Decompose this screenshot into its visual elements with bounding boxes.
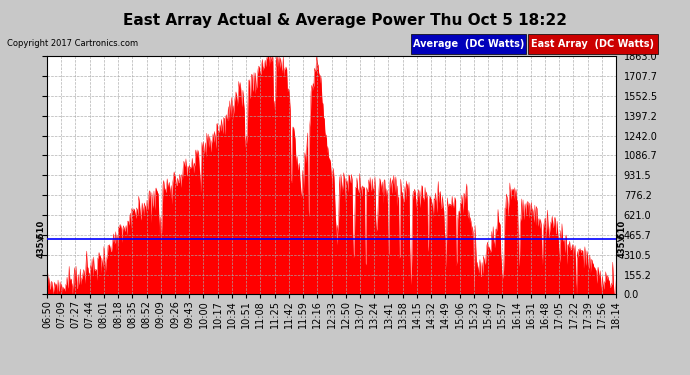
Text: East Array Actual & Average Power Thu Oct 5 18:22: East Array Actual & Average Power Thu Oc… [123, 13, 567, 28]
Text: East Array  (DC Watts): East Array (DC Watts) [531, 39, 654, 49]
Text: Average  (DC Watts): Average (DC Watts) [413, 39, 524, 49]
Text: 435.510: 435.510 [37, 220, 46, 258]
Text: 435.510: 435.510 [618, 220, 627, 258]
Text: Copyright 2017 Cartronics.com: Copyright 2017 Cartronics.com [7, 39, 138, 48]
